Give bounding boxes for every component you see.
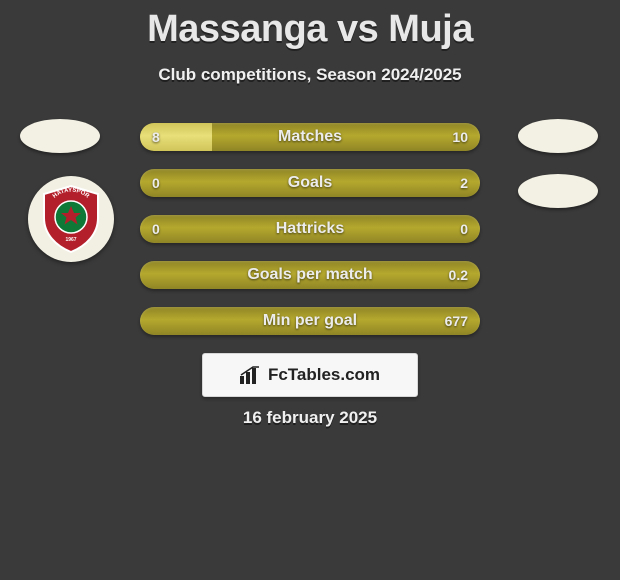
bar-row: 02Goals [140,169,480,197]
subtitle: Club competitions, Season 2024/2025 [0,65,620,85]
player-right-avatar [518,119,598,153]
bar-label: Hattricks [140,215,480,243]
team-badge-left: HATAYSPOR 1967 [28,176,114,262]
bar-label: Goals per match [140,261,480,289]
bar-row: 677Min per goal [140,307,480,335]
comparison-bars: 810Matches 02Goals 00Hattricks 0.2Goals per… [140,123,480,353]
page-title: Massanga vs Muja [0,0,620,51]
player-left-avatar [20,119,100,153]
bar-label: Goals [140,169,480,197]
bar-row: 0.2Goals per match [140,261,480,289]
bars-icon [240,366,262,384]
bar-row: 810Matches [140,123,480,151]
footer-date: 16 february 2025 [0,408,620,428]
bar-label: Matches [140,123,480,151]
bar-row: 00Hattricks [140,215,480,243]
bar-label: Min per goal [140,307,480,335]
footer-brand: FcTables.com [202,353,418,397]
title-vs: vs [337,8,378,50]
svg-text:1967: 1967 [65,237,76,243]
footer-brand-text: FcTables.com [268,365,380,385]
shield-icon: HATAYSPOR 1967 [40,184,102,254]
title-right: Muja [388,8,473,50]
title-left: Massanga [147,8,327,50]
player-right-team-avatar [518,174,598,208]
